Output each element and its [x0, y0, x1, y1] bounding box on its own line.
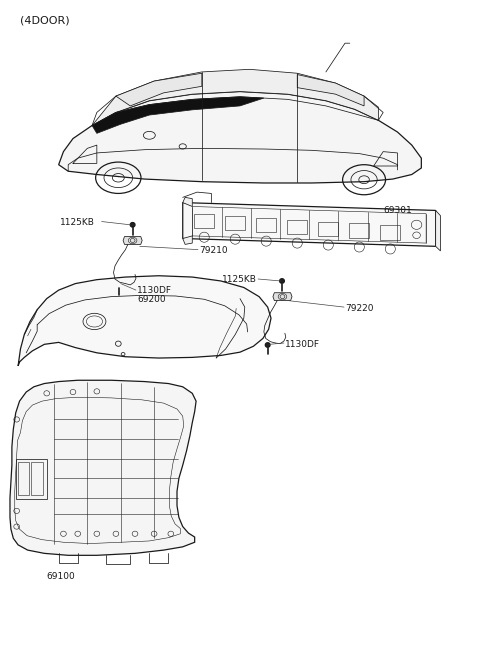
Text: 1125KB: 1125KB: [222, 274, 257, 283]
Polygon shape: [183, 203, 436, 247]
Polygon shape: [273, 293, 292, 300]
Text: 1125KB: 1125KB: [60, 218, 95, 227]
Text: 79210: 79210: [199, 247, 228, 255]
Polygon shape: [10, 380, 196, 556]
Text: 1130DF: 1130DF: [285, 340, 320, 349]
Polygon shape: [297, 75, 364, 106]
Ellipse shape: [280, 279, 284, 283]
Ellipse shape: [130, 222, 135, 227]
Polygon shape: [59, 92, 421, 183]
Polygon shape: [18, 276, 271, 366]
Text: (4DOOR): (4DOOR): [21, 16, 70, 26]
Text: 69100: 69100: [47, 572, 75, 581]
Text: 69301: 69301: [383, 206, 412, 215]
Text: 1130DF: 1130DF: [137, 285, 172, 295]
Ellipse shape: [265, 342, 270, 347]
Polygon shape: [123, 237, 142, 245]
Polygon shape: [92, 96, 264, 133]
Polygon shape: [116, 73, 202, 106]
Polygon shape: [183, 236, 192, 245]
Polygon shape: [183, 197, 192, 207]
Text: 79220: 79220: [345, 304, 373, 313]
Polygon shape: [92, 70, 378, 125]
Polygon shape: [436, 211, 441, 251]
Ellipse shape: [117, 283, 121, 288]
Text: 69200: 69200: [137, 295, 166, 304]
